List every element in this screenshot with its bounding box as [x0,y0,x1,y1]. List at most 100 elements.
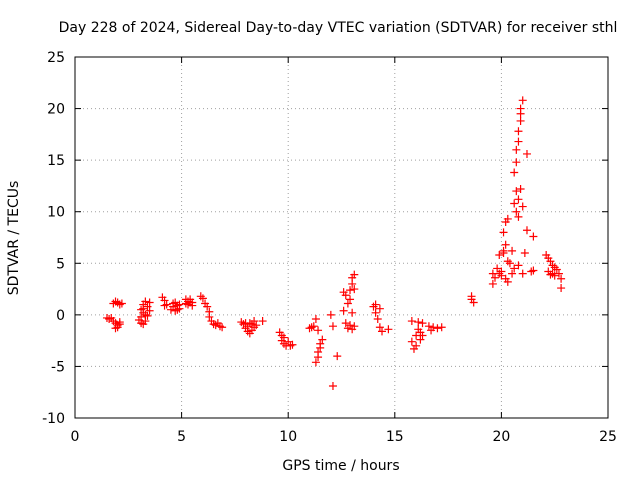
data-point [503,257,512,266]
data-point [514,261,523,270]
data-point [522,149,531,158]
data-point [311,314,320,323]
data-point [213,319,222,328]
x-tick-label: 25 [599,429,617,445]
data-point [203,302,212,311]
data-point [369,302,378,311]
data-point [341,319,350,328]
data-point [137,319,146,328]
x-tick-label: 20 [492,429,510,445]
data-point [284,337,293,346]
data-point [145,298,154,307]
data-point [493,264,502,273]
data-point [279,333,288,342]
x-tick-label: 0 [71,429,80,445]
data-point [181,299,190,308]
data-point [499,248,508,257]
data-point [175,300,184,309]
data-point [508,269,517,278]
data-point [288,340,297,349]
data-point [218,323,227,332]
x-tick-label: 5 [177,429,186,445]
y-tick-label: -5 [51,359,65,375]
data-point [326,310,335,319]
data-point [237,318,246,327]
data-point [162,300,171,309]
data-point [378,327,387,336]
data-point [188,301,197,310]
data-point [139,304,148,313]
data-point [510,168,519,177]
data-point [339,306,348,315]
axis-ticks: 0 5 10 15 20 25 -10 -5 0 5 10 15 20 25 [42,50,617,445]
data-point [198,294,207,303]
data-point [497,271,506,280]
data-point [145,306,154,315]
data-point [503,214,512,223]
data-point [550,263,559,272]
data-point [469,298,478,307]
data-point [241,319,250,328]
data-point [350,270,359,279]
data-point [488,279,497,288]
data-point [109,299,118,308]
data-point [546,257,555,266]
data-point [375,323,384,332]
data-point [305,324,314,333]
data-point [516,185,525,194]
y-tick-label: 10 [47,205,65,221]
x-tick-label: 15 [386,429,404,445]
data-point [346,321,355,330]
data-point [433,324,442,333]
data-point [512,158,521,167]
data-point [505,259,514,268]
y-tick-label: 5 [56,256,65,272]
y-tick-label: -10 [42,411,65,427]
data-point [407,337,416,346]
data-point [522,226,531,235]
x-tick-label: 10 [279,429,297,445]
data-point [205,312,214,321]
data-point [371,308,380,317]
data-point [416,335,425,344]
data-point [350,285,359,294]
data-point [384,325,393,334]
data-point [510,264,519,273]
y-axis-label: SDTVAR / TECUs [6,181,22,296]
data-point [141,310,150,319]
data-point [314,347,323,356]
y-tick-label: 25 [47,50,65,66]
data-point [491,273,500,282]
data-point [512,187,521,196]
data-point [169,299,178,308]
data-point [160,301,169,310]
data-point [557,274,566,283]
data-point [418,319,427,328]
data-point [512,145,521,154]
data-point [514,212,523,221]
y-tick-label: 0 [56,308,65,324]
data-point [503,277,512,286]
data-point [333,352,342,361]
data-point [258,317,267,326]
y-tick-label: 20 [47,102,65,118]
data-point [516,104,525,113]
data-point [250,317,259,326]
data-point [508,246,517,255]
data-point [316,339,325,348]
data-point [318,335,327,344]
data-point [495,251,504,260]
data-point [407,317,416,326]
data-point [418,331,427,340]
data-point [514,137,523,146]
data-point [516,116,525,125]
data-point [143,302,152,311]
data-point [527,267,536,276]
data-point [117,299,126,308]
data-point [514,195,523,204]
data-point [113,298,122,307]
data-point [328,382,337,391]
data-point [529,266,538,275]
plot-frame [74,56,609,419]
